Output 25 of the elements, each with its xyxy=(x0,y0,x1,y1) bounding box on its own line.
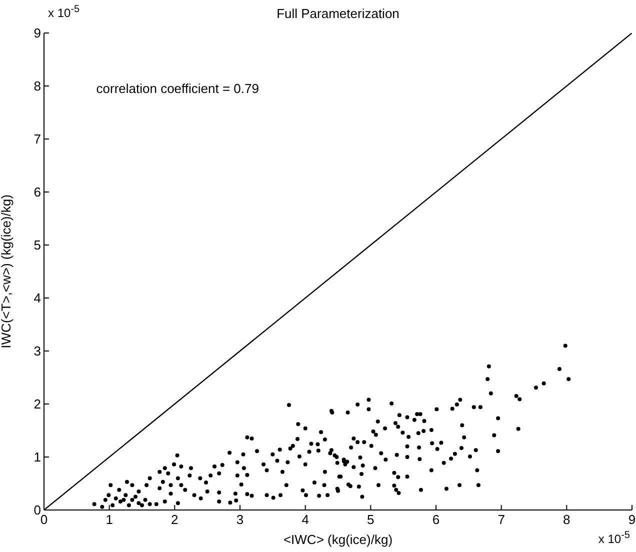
x-tick-label: 8 xyxy=(563,512,570,528)
y-tick-label: 3 xyxy=(34,344,41,359)
chart-title: Full Parameterization xyxy=(276,6,400,21)
annotation: correlation coefficient = 0.79 xyxy=(96,80,259,96)
y-tick-label: 9 xyxy=(34,26,41,41)
x-axis-title: <IWC> (kg(ice)/kg) xyxy=(283,532,393,547)
y-axis-title: IWC(<T>,<w>) (kg(ice)/kg) xyxy=(0,194,14,348)
x-tick-label: 5 xyxy=(367,512,374,528)
x-tick-label: 3 xyxy=(236,512,244,528)
x-tick-label: 2 xyxy=(171,512,178,528)
y-tick-label: 1 xyxy=(34,450,41,465)
x-tick-label: 9 xyxy=(628,512,636,528)
x-tick-label: 1 xyxy=(106,512,113,528)
y-tick-label: 6 xyxy=(34,184,41,200)
text: x 10$^{-5}$ xyxy=(598,530,630,546)
text: x 10$^{-5}$ xyxy=(48,4,80,20)
y-tick-label: 2 xyxy=(34,396,41,412)
x-tick-label: 4 xyxy=(302,512,309,528)
x-tick-label: 6 xyxy=(432,512,440,528)
y-tick-label: 5 xyxy=(34,238,41,253)
y-tick-label: 0 xyxy=(34,502,41,518)
y-tick-label: 4 xyxy=(34,290,41,306)
x-tick-label: 7 xyxy=(498,512,505,528)
y-tick-label: 7 xyxy=(34,132,41,147)
y-tick-label: 8 xyxy=(34,78,41,94)
